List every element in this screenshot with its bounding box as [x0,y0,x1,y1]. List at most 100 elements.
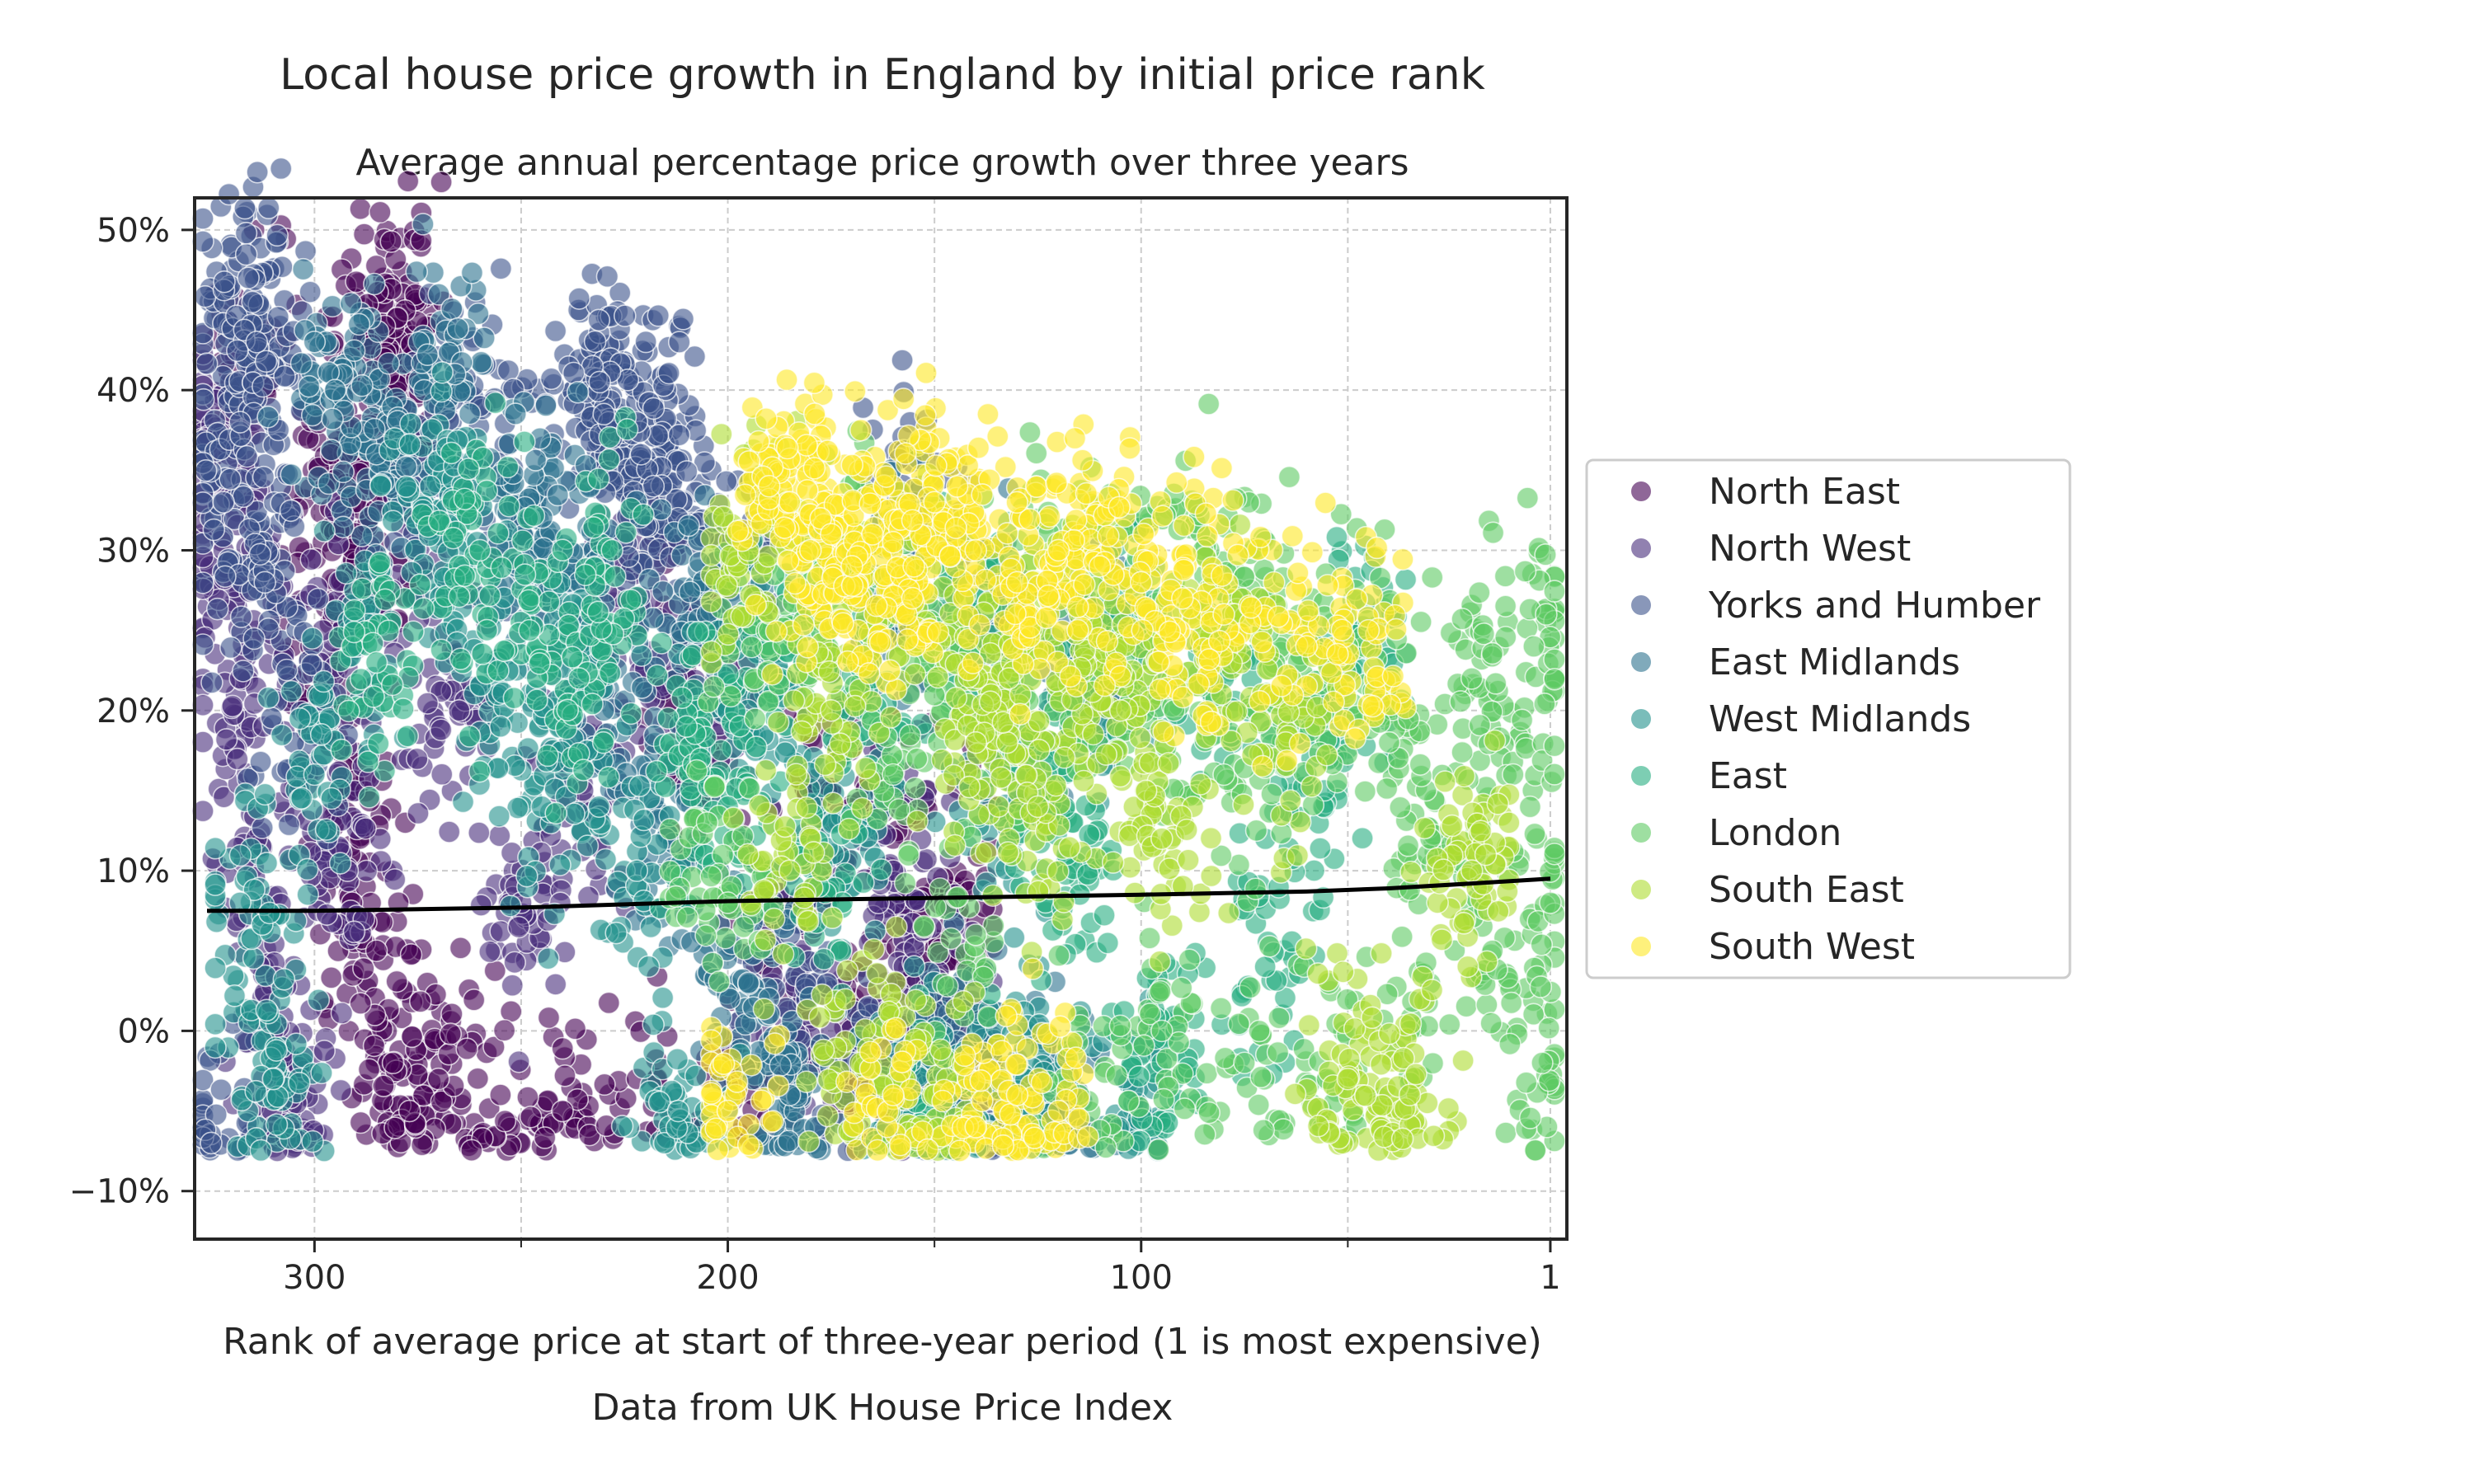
data-point [280,679,303,703]
data-point [383,1116,407,1139]
data-point [642,474,666,498]
data-point [543,319,567,343]
data-point [355,859,379,883]
data-point [667,331,691,354]
chart-title: Local house price growth in England by i… [280,50,1485,100]
data-point [200,1131,223,1155]
data-point [516,736,540,760]
data-point [323,378,347,402]
data-point [256,686,280,710]
data-point [285,1032,308,1055]
data-point [251,374,275,398]
data-point [533,1126,557,1149]
data-point [588,370,611,394]
data-point [253,571,277,594]
data-point [329,1078,353,1102]
data-point [591,730,615,754]
data-point [647,303,670,327]
data-point [629,644,653,667]
data-point [449,937,473,960]
data-point [769,1054,793,1078]
data-point [235,444,259,468]
data-point [315,903,339,926]
data-point [551,1036,574,1060]
data-point [377,351,400,375]
data-point [408,990,432,1013]
data-point [426,1067,450,1091]
data-point [365,939,388,963]
data-point [219,636,242,660]
data-point [339,292,363,315]
data-point [342,920,366,944]
scatter-points [191,157,1566,1162]
data-point [398,433,421,456]
data-point [447,698,471,722]
data-point [671,308,695,331]
data-point [202,518,226,542]
data-point [458,725,482,748]
data-point [383,868,407,891]
data-point [288,1071,311,1095]
data-point [350,373,374,397]
data-point [303,330,327,354]
data-point [357,1058,381,1082]
data-point [777,1129,801,1153]
data-point [430,360,454,384]
data-point [537,1006,561,1030]
data-point [499,1000,523,1023]
data-point [651,580,675,603]
data-point [613,304,637,327]
data-point [223,984,247,1007]
data-point [666,1099,690,1123]
data-point [592,402,615,426]
data-point [487,659,510,683]
data-point [1302,859,1326,882]
data-point [399,943,423,966]
data-point [237,266,260,289]
data-point [319,439,343,462]
data-point [619,702,643,726]
data-point [507,1050,530,1073]
data-point [226,339,249,363]
data-point [489,1083,512,1106]
data-point [233,196,256,220]
data-point [515,864,539,888]
data-point [232,660,255,683]
data-point [430,1090,454,1114]
data-point [642,1013,665,1036]
data-point [437,820,461,843]
data-point [312,669,336,693]
data-point [212,491,235,514]
data-point [295,857,319,881]
data-point [675,460,698,483]
data-point [412,213,435,236]
data-point [469,350,493,374]
data-point [657,361,680,385]
data-point [330,738,353,762]
data-point [319,966,343,989]
data-point [228,843,252,867]
data-point [595,265,619,289]
data-point [429,718,453,742]
data-point [667,423,691,447]
data-point [468,821,491,844]
data-point [289,787,313,810]
data-point [349,1111,373,1134]
data-point [651,986,675,1010]
data-point [430,638,453,662]
data-point [594,848,618,871]
data-point [299,280,322,303]
data-point [342,339,366,362]
data-point [440,297,463,321]
data-point [229,605,253,628]
data-point [363,417,386,441]
data-point [397,1099,421,1123]
data-point [451,790,475,814]
data-point [503,951,526,974]
data-point [255,998,279,1022]
data-point [255,852,279,875]
data-point [677,514,700,538]
data-point [458,402,482,425]
